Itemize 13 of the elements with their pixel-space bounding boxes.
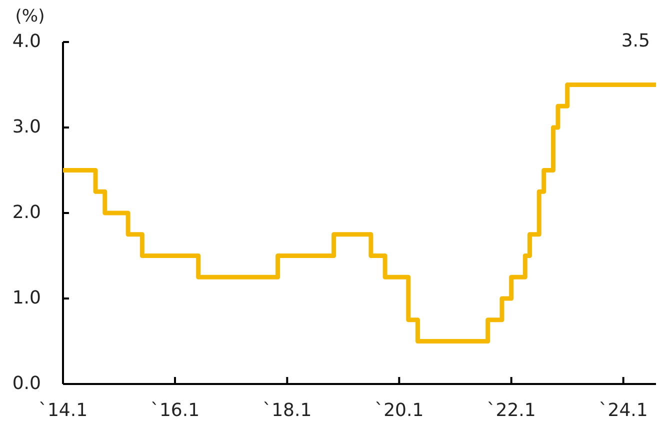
y-tick-label: 1.0 xyxy=(12,287,41,308)
annotation: 3.5 xyxy=(621,30,650,52)
y-tick-label: 0.0 xyxy=(12,372,41,394)
x-tick-label: `14.1 xyxy=(38,400,88,421)
y-tick-label: 2.0 xyxy=(12,202,41,223)
y-tick-label: 4.0 xyxy=(12,30,41,52)
x-tick-label: `18.1 xyxy=(262,400,312,421)
x-tick-label: `24.1 xyxy=(598,400,648,421)
x-tick-label: `22.1 xyxy=(486,400,536,421)
x-tick-label: `16.1 xyxy=(150,400,200,421)
y-axis-title: (%) xyxy=(15,6,45,27)
x-tick-label: `20.1 xyxy=(374,400,424,421)
y-tick-label: 3.0 xyxy=(12,116,41,138)
